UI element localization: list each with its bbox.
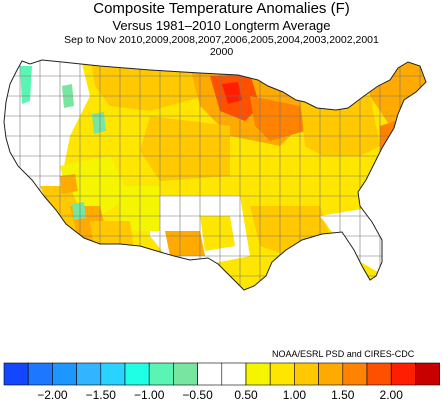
- legend-swatch: [245, 362, 271, 386]
- legend-tick-label: 2.00: [380, 388, 404, 402]
- legend-color-bar: [3, 362, 440, 386]
- legend-swatch: [173, 362, 198, 386]
- color-legend: −2.00 −1.50 −1.00 −0.50 0.50 1.00 1.50 2.00: [3, 362, 440, 402]
- legend-swatch: [294, 362, 319, 386]
- legend-swatch: [124, 362, 150, 386]
- us-climate-division-map: [3, 59, 427, 291]
- legend-swatch: [197, 362, 223, 386]
- legend-swatch: [3, 362, 29, 386]
- legend-swatch: [366, 362, 392, 386]
- legend-tick-label: −1.00: [134, 388, 165, 402]
- legend-swatch: [27, 362, 53, 386]
- legend-swatch: [269, 362, 295, 386]
- legend-tick-labels: −2.00 −1.50 −1.00 −0.50 0.50 1.00 1.50 2.00: [37, 388, 403, 402]
- legend-swatch: [342, 362, 368, 386]
- legend-swatch: [52, 362, 77, 386]
- legend-swatch: [148, 362, 174, 386]
- map-title: Composite Temperature Anomalies (F): [93, 0, 350, 17]
- legend-swatch: [100, 362, 126, 386]
- legend-tick-label: 0.50: [234, 388, 258, 402]
- data-credit: NOAA/ESRL PSD and CIRES-CDC: [272, 349, 415, 359]
- legend-tick-label: −2.00: [37, 388, 68, 402]
- legend-tick-label: 1.50: [331, 388, 355, 402]
- season-years-line-2: 2000: [209, 46, 234, 58]
- legend-swatch: [318, 362, 344, 386]
- legend-swatch: [221, 362, 247, 386]
- season-years-line: Sep to Nov 2010,2009,2008,2007,2006,2005…: [64, 34, 379, 46]
- legend-swatch: [390, 362, 416, 386]
- legend-swatch: [415, 362, 440, 386]
- legend-tick-label: −1.50: [86, 388, 117, 402]
- legend-tick-label: 1.00: [283, 388, 307, 402]
- map-subtitle: Versus 1981–2010 Longterm Average: [112, 18, 331, 33]
- legend-swatch: [76, 362, 102, 386]
- legend-tick-label: −0.50: [182, 388, 213, 402]
